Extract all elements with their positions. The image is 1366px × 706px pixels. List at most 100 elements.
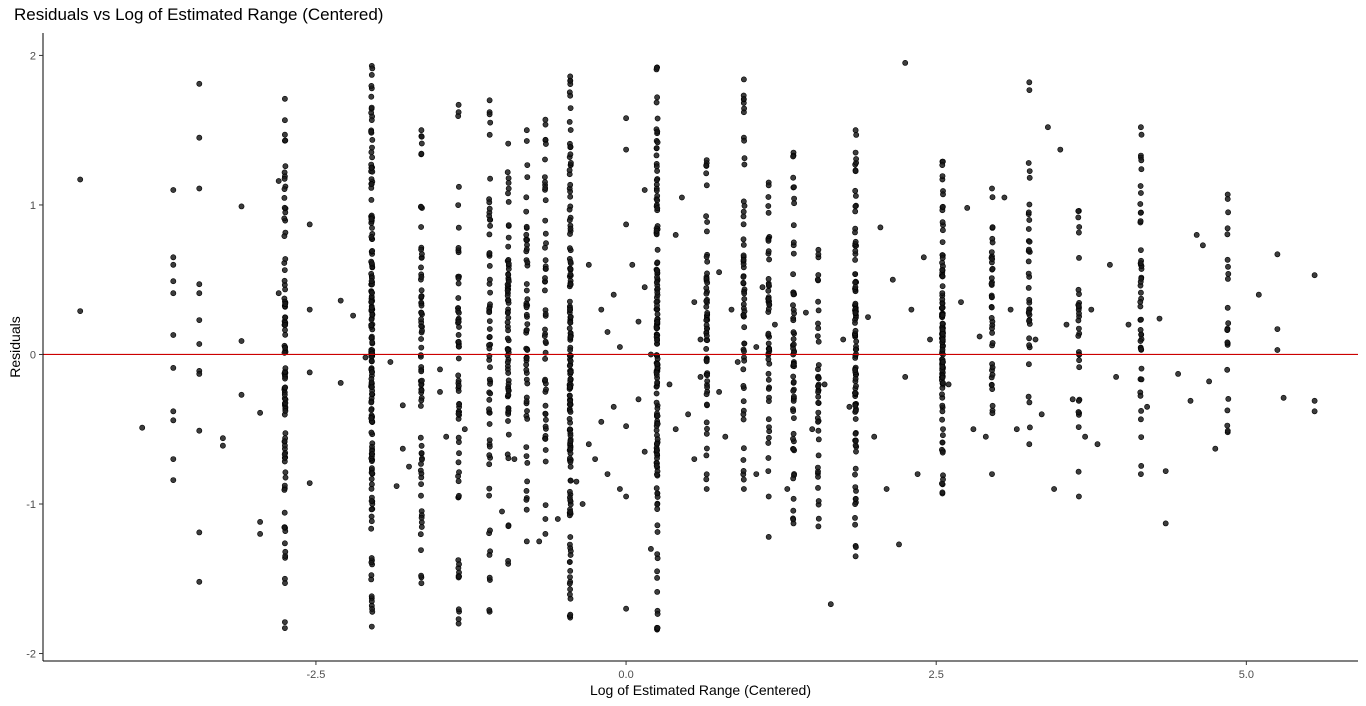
data-point	[418, 133, 425, 140]
data-point	[896, 541, 902, 548]
data-point	[852, 271, 859, 277]
data-point	[1138, 376, 1145, 383]
data-point	[368, 429, 375, 436]
data-point	[815, 251, 822, 258]
data-point	[1274, 251, 1281, 258]
data-point	[940, 203, 946, 210]
data-point	[852, 247, 859, 254]
data-point	[1225, 263, 1231, 270]
data-point	[486, 492, 492, 499]
data-point	[368, 623, 375, 630]
data-point	[486, 485, 493, 492]
data-point	[809, 426, 816, 433]
data-point	[504, 169, 511, 176]
data-point	[486, 443, 493, 450]
data-point	[654, 625, 661, 631]
data-point	[505, 418, 511, 424]
data-point	[852, 208, 859, 215]
data-point	[653, 152, 660, 159]
data-point	[703, 391, 710, 398]
data-point	[703, 162, 710, 169]
data-point	[654, 139, 661, 146]
data-point	[1075, 208, 1082, 214]
data-point	[852, 495, 859, 502]
data-point	[697, 373, 704, 380]
data-point	[1025, 226, 1032, 232]
data-point	[766, 346, 773, 352]
data-point	[790, 435, 796, 442]
data-point	[585, 261, 592, 268]
data-point	[306, 221, 313, 228]
data-point	[524, 380, 531, 387]
data-point	[740, 476, 747, 483]
data-point	[524, 162, 531, 168]
data-point	[486, 552, 493, 558]
data-point	[281, 277, 288, 284]
data-point	[1026, 174, 1033, 181]
data-point	[766, 434, 772, 441]
data-point	[505, 387, 512, 394]
data-point	[654, 436, 661, 443]
data-point	[504, 319, 511, 326]
data-point	[741, 486, 747, 492]
data-point	[504, 309, 511, 316]
data-point	[1069, 396, 1076, 403]
data-point	[703, 213, 709, 220]
data-point	[418, 336, 424, 342]
data-point	[523, 248, 530, 255]
data-point	[790, 373, 797, 380]
data-point	[970, 426, 977, 433]
data-point	[741, 324, 748, 331]
data-point	[524, 174, 531, 180]
data-point	[791, 200, 797, 207]
data-point	[654, 94, 660, 101]
data-point	[902, 373, 909, 380]
data-point	[1224, 326, 1231, 333]
data-point	[362, 354, 369, 361]
data-point	[815, 427, 822, 434]
data-point	[815, 498, 822, 504]
data-point	[653, 99, 660, 106]
data-point	[281, 186, 288, 192]
data-point	[219, 442, 226, 449]
data-point	[418, 316, 424, 323]
data-point	[505, 190, 511, 197]
data-point	[654, 197, 661, 204]
data-point	[865, 314, 871, 320]
data-point	[486, 421, 493, 427]
data-point	[939, 330, 946, 337]
data-point	[418, 287, 425, 294]
data-point	[1224, 231, 1231, 238]
data-point	[281, 451, 288, 458]
data-point	[654, 205, 661, 212]
data-point	[654, 267, 661, 274]
data-point	[196, 341, 203, 347]
data-point	[505, 455, 512, 462]
data-point	[524, 259, 531, 266]
data-point	[542, 185, 549, 191]
data-point	[542, 121, 549, 128]
data-point	[486, 333, 493, 340]
data-point	[505, 327, 511, 334]
data-point	[815, 393, 822, 400]
data-point	[281, 175, 288, 182]
data-point	[369, 311, 376, 318]
data-point	[1138, 331, 1145, 338]
data-point	[523, 304, 530, 311]
data-point	[281, 204, 288, 211]
data-point	[455, 202, 462, 208]
data-point	[443, 433, 450, 440]
data-point	[791, 349, 797, 356]
data-point	[542, 531, 549, 537]
data-point	[368, 196, 375, 203]
data-point	[1225, 320, 1232, 327]
data-point	[1138, 289, 1144, 296]
data-point	[282, 375, 288, 382]
data-point	[306, 306, 313, 313]
data-point	[598, 306, 605, 313]
data-point	[455, 459, 462, 466]
data-point	[790, 329, 797, 336]
data-point	[524, 459, 531, 466]
data-point	[989, 256, 996, 262]
data-point	[1125, 321, 1132, 328]
